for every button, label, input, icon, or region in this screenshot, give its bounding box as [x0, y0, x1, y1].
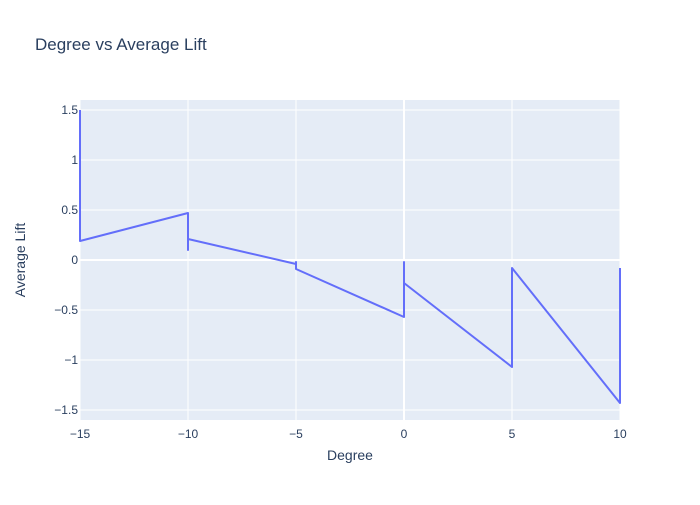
y-tick-label: 1 [71, 153, 78, 167]
y-tick-label: −0.5 [54, 303, 78, 317]
x-tick-label: 5 [509, 427, 516, 441]
x-tick-label: 10 [613, 427, 627, 441]
y-axis-label: Average Lift [12, 223, 28, 298]
y-tick-label: −1 [64, 353, 78, 367]
y-tick-label: 0 [71, 253, 78, 267]
series-line [79, 110, 621, 404]
x-tick-label: 0 [401, 427, 408, 441]
tick-labels: −15 −10 −5 0 5 10 −1.5 −1 −0.5 0 0.5 1 1.5 [54, 103, 627, 441]
chart-title: Degree vs Average Lift [35, 35, 207, 54]
x-tick-label: −5 [289, 427, 303, 441]
x-axis-label: Degree [327, 447, 373, 463]
x-tick-label: −10 [178, 427, 199, 441]
series-layer [79, 110, 621, 404]
grid-lines [79, 100, 621, 420]
x-tick-label: −15 [70, 427, 91, 441]
y-tick-label: 0.5 [61, 203, 78, 217]
y-tick-label: 1.5 [61, 103, 78, 117]
y-tick-label: −1.5 [54, 403, 78, 417]
